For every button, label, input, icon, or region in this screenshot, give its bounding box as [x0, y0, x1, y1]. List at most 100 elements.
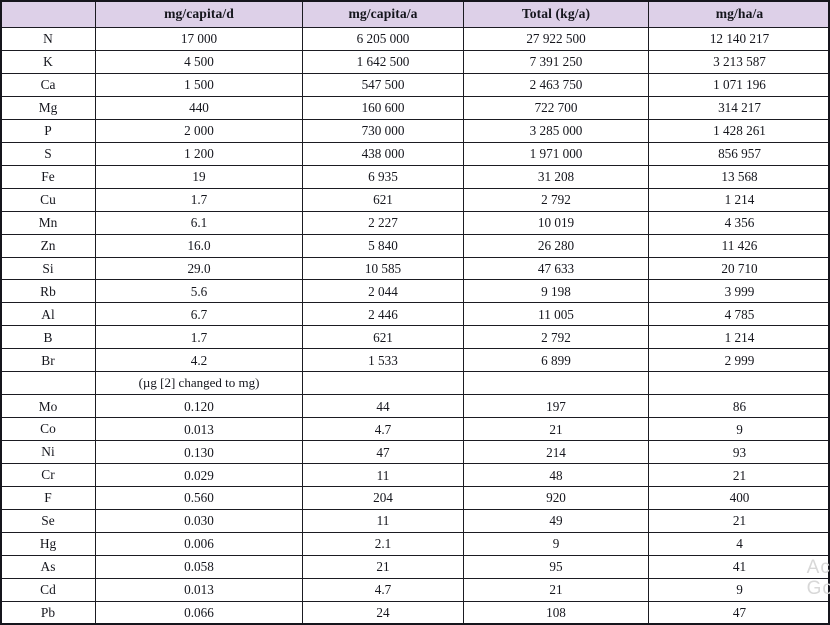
cell-mg-capita-a: 438 000: [302, 141, 464, 166]
cell-element: Se: [0, 509, 96, 533]
cell-total-kg-a: 920: [463, 486, 649, 511]
cell-total-kg-a: 47 633: [463, 256, 649, 281]
cell-mg-capita-a: 2.1: [302, 531, 464, 556]
cell-unit-note: (µg [2] changed to mg): [95, 371, 303, 396]
cell-mg-capita-d: 17 000: [95, 27, 303, 51]
cell-mg-capita-d: 19: [95, 164, 303, 189]
cell-total-kg-a: 2 792: [463, 325, 649, 350]
cell-mg-capita-d: 1 200: [95, 141, 303, 166]
table-row: Al 6.7 2 446 11 005 4 785: [0, 302, 830, 327]
cell-total-kg-a: 21: [463, 577, 649, 602]
cell-total-kg-a: 214: [463, 440, 649, 465]
cell-total-kg-a: 6 899: [463, 348, 649, 373]
cell-element: Cr: [0, 463, 96, 488]
cell-mg-capita-a: [302, 371, 464, 396]
table-row: N 17 000 6 205 000 27 922 500 12 140 217: [0, 27, 830, 51]
cell-mg-capita-d: 4 500: [95, 49, 303, 74]
cell-mg-capita-d: 6.1: [95, 210, 303, 235]
cell-mg-capita-a: 47: [302, 440, 464, 465]
cell-mg-capita-d: 0.120: [95, 394, 303, 419]
cell-element: S: [0, 141, 96, 166]
cell-total-kg-a: 9: [463, 531, 649, 556]
cell-mg-ha-a: 13 568: [648, 164, 830, 189]
cell-mg-capita-d: 0.560: [95, 486, 303, 511]
cell-mg-capita-d: 0.058: [95, 554, 303, 579]
cell-mg-capita-a: 4.7: [302, 417, 464, 442]
cell-mg-capita-d: 5.6: [95, 279, 303, 304]
cell-element: Al: [0, 302, 96, 327]
table-row: As 0.058 21 95 41: [0, 554, 830, 579]
cell-total-kg-a: 108: [463, 600, 649, 625]
cell-mg-ha-a: 314 217: [648, 95, 830, 120]
cell-element: Pb: [0, 600, 96, 625]
cell-mg-capita-a: 621: [302, 187, 464, 212]
table-row: Fe 19 6 935 31 208 13 568: [0, 164, 830, 189]
cell-mg-ha-a: 9: [648, 417, 830, 442]
cell-total-kg-a: 7 391 250: [463, 49, 649, 74]
cell-total-kg-a: 3 285 000: [463, 118, 649, 143]
cell-mg-ha-a: [648, 371, 830, 396]
cell-element: Co: [0, 417, 96, 442]
cell-mg-capita-d: 6.7: [95, 302, 303, 327]
cell-mg-ha-a: 47: [648, 600, 830, 625]
cell-mg-ha-a: 20 710: [648, 256, 830, 281]
table-row: Se 0.030 11 49 21: [0, 509, 830, 533]
table-row: Ni 0.130 47 214 93: [0, 440, 830, 465]
table-row: Zn 16.0 5 840 26 280 11 426: [0, 233, 830, 258]
cell-element: Mg: [0, 95, 96, 120]
cell-element: Si: [0, 256, 96, 281]
table-row: Mo 0.120 44 197 86: [0, 394, 830, 419]
cell-total-kg-a: 10 019: [463, 210, 649, 235]
cell-mg-ha-a: 4 356: [648, 210, 830, 235]
cell-total-kg-a: 49: [463, 509, 649, 533]
table-row: Mn 6.1 2 227 10 019 4 356: [0, 210, 830, 235]
table-note-row: (µg [2] changed to mg): [0, 371, 830, 396]
table-row: Co 0.013 4.7 21 9: [0, 417, 830, 442]
cell-mg-capita-a: 547 500: [302, 72, 464, 97]
cell-mg-capita-a: 6 935: [302, 164, 464, 189]
cell-mg-capita-d: 29.0: [95, 256, 303, 281]
cell-mg-ha-a: 93: [648, 440, 830, 465]
cell-total-kg-a: 2 463 750: [463, 72, 649, 97]
column-header-mg-capita-a: mg/capita/a: [302, 0, 464, 28]
cell-mg-ha-a: 1 214: [648, 325, 830, 350]
column-header-mg-capita-d: mg/capita/d: [95, 0, 303, 28]
table-row: Si 29.0 10 585 47 633 20 710: [0, 256, 830, 281]
cell-mg-ha-a: 4 785: [648, 302, 830, 327]
cell-mg-ha-a: 41: [648, 554, 830, 579]
cell-mg-ha-a: 86: [648, 394, 830, 419]
cell-mg-ha-a: 3 213 587: [648, 49, 830, 74]
cell-mg-capita-d: 0.130: [95, 440, 303, 465]
table-row: Mg 440 160 600 722 700 314 217: [0, 95, 830, 120]
cell-mg-capita-a: 730 000: [302, 118, 464, 143]
cell-mg-capita-a: 621: [302, 325, 464, 350]
cell-mg-ha-a: 4: [648, 531, 830, 556]
cell-element: Mn: [0, 210, 96, 235]
cell-mg-capita-d: 1 500: [95, 72, 303, 97]
cell-total-kg-a: 26 280: [463, 233, 649, 258]
header-row: mg/capita/d mg/capita/a Total (kg/a) mg/…: [0, 0, 830, 28]
cell-element: Zn: [0, 233, 96, 258]
cell-mg-capita-d: 1.7: [95, 187, 303, 212]
table-body: N 17 000 6 205 000 27 922 500 12 140 217 K 4 5…: [0, 27, 830, 625]
table-row: B 1.7 621 2 792 1 214: [0, 325, 830, 350]
cell-mg-capita-a: 44: [302, 394, 464, 419]
cell-total-kg-a: 31 208: [463, 164, 649, 189]
cell-element: [0, 371, 96, 396]
cell-mg-ha-a: 3 999: [648, 279, 830, 304]
cell-mg-capita-a: 1 533: [302, 348, 464, 373]
cell-mg-ha-a: 2 999: [648, 348, 830, 373]
table-header: mg/capita/d mg/capita/a Total (kg/a) mg/…: [0, 0, 830, 28]
cell-mg-capita-a: 11: [302, 463, 464, 488]
cell-element: Mo: [0, 394, 96, 419]
cell-element: Cd: [0, 577, 96, 602]
cell-element: Br: [0, 348, 96, 373]
cell-mg-capita-d: 0.006: [95, 531, 303, 556]
column-header-mg-ha-a: mg/ha/a: [648, 0, 830, 28]
cell-element: B: [0, 325, 96, 350]
cell-mg-capita-a: 1 642 500: [302, 49, 464, 74]
cell-mg-ha-a: 21: [648, 463, 830, 488]
cell-mg-capita-a: 21: [302, 554, 464, 579]
cell-mg-capita-a: 10 585: [302, 256, 464, 281]
